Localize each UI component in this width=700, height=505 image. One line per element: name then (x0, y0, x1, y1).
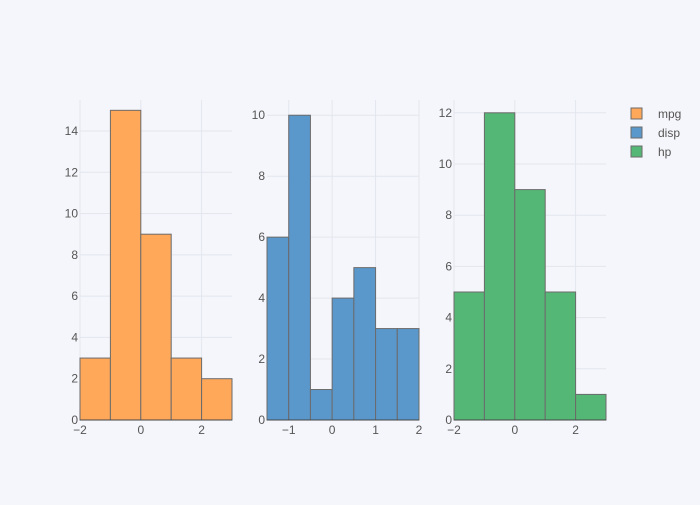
y-tick-label: 0 (71, 413, 78, 427)
y-tick-label: 6 (71, 289, 78, 303)
legend-item-hp[interactable]: hp (630, 145, 672, 159)
legend-item-mpg[interactable]: mpg (630, 107, 681, 121)
x-tick-label: 1 (372, 423, 379, 437)
legend-label: hp (658, 145, 672, 159)
y-tick-label: 2 (71, 372, 78, 386)
legend-item-disp[interactable]: disp (630, 126, 680, 140)
histogram-bar[interactable] (266, 236, 290, 421)
x-tick-label: 2 (416, 423, 423, 437)
subplot-disp: 0 2 4 6 8 10 −1 0 1 2 (252, 100, 423, 437)
histogram-bar[interactable] (575, 393, 607, 421)
y-tick-label: 6 (445, 259, 452, 273)
y-tick-label: 10 (439, 157, 453, 171)
y-tick-label: 14 (65, 124, 79, 138)
y-tick-label: 10 (252, 108, 266, 122)
histogram-bar[interactable] (109, 109, 142, 421)
y-tick-label: 12 (65, 165, 79, 179)
histogram-bar[interactable] (375, 328, 398, 421)
legend-label: mpg (658, 107, 681, 121)
y-tick-label: 4 (445, 311, 452, 325)
legend-swatch (630, 145, 643, 158)
histogram-bar[interactable] (170, 357, 203, 421)
x-tick-label: −2 (73, 423, 87, 437)
histogram-bar[interactable] (79, 357, 111, 421)
histogram-bar[interactable] (309, 389, 333, 421)
histogram-bar[interactable] (483, 112, 516, 421)
y-tick-label: 12 (439, 106, 453, 120)
histogram-bar[interactable] (396, 328, 420, 421)
histogram-bar[interactable] (140, 233, 172, 421)
y-tick-label: 8 (71, 248, 78, 262)
x-tick-label: 2 (198, 423, 205, 437)
x-tick-label: 0 (511, 423, 518, 437)
x-tick-label: 0 (137, 423, 144, 437)
histogram-bar[interactable] (201, 378, 233, 421)
y-tick-label: 8 (445, 208, 452, 222)
legend-swatch (630, 107, 643, 120)
x-tick-label: 0 (329, 423, 336, 437)
y-tick-label: 4 (71, 330, 78, 344)
x-tick-label: −2 (447, 423, 461, 437)
legend: mpg disp hp (630, 107, 681, 159)
y-tick-label: 8 (258, 169, 265, 183)
y-tick-label: 0 (445, 413, 452, 427)
histogram-bar[interactable] (453, 291, 485, 421)
legend-label: disp (658, 126, 680, 140)
legend-swatch (630, 126, 643, 139)
y-tick-label: 4 (258, 291, 265, 305)
histogram-bar[interactable] (353, 267, 377, 421)
histogram-bar[interactable] (331, 297, 355, 421)
histogram-bar[interactable] (514, 189, 546, 421)
histogram-bar[interactable] (288, 114, 311, 421)
x-tick-label: −1 (282, 423, 296, 437)
y-tick-label: 6 (258, 230, 265, 244)
y-tick-label: 2 (445, 362, 452, 376)
y-tick-label: 2 (258, 352, 265, 366)
x-tick-label: 2 (572, 423, 579, 437)
y-tick-label: 0 (258, 413, 265, 427)
histogram-bar[interactable] (544, 291, 577, 421)
y-tick-label: 10 (65, 207, 79, 221)
